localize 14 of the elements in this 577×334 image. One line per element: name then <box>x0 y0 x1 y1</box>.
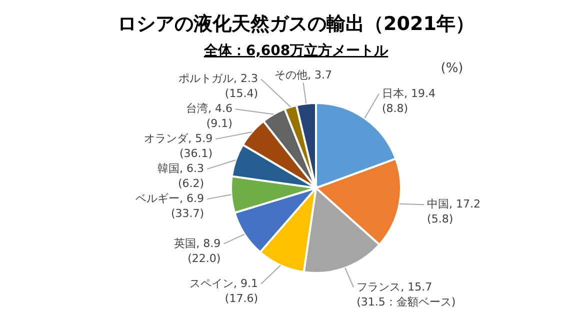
slice-label: ベルギー, 6.9 (33.7) <box>136 192 204 220</box>
chart-title: ロシアの液化天然ガスの輸出（2021年） <box>118 13 474 35</box>
slice-label: ポルトガル, 2.3 (15.4) <box>178 72 258 100</box>
slice-label: 中国, 17.2 (5.8) <box>427 198 481 226</box>
slice-label: その他, 3.7 <box>274 68 332 82</box>
slice-label: スペイン, 9.1 (17.6) <box>190 276 258 305</box>
slice-label: 韓国, 6.3 (6.2) <box>158 162 204 190</box>
slice-label: 英国, 8.9 (22.0) <box>174 236 221 265</box>
chart-subtitle: 全体：6,608万立方メートル <box>202 42 390 59</box>
slice-label: 台湾, 4.6 (9.1) <box>186 102 232 130</box>
slice-label: オランダ, 5.9 (36.1) <box>144 132 213 160</box>
text: (%) <box>440 61 464 76</box>
slice-label: フランス, 15.7 (31.5：金額ベース) <box>356 280 456 308</box>
slice-label: 日本, 19.4 (8.8) <box>382 86 436 115</box>
